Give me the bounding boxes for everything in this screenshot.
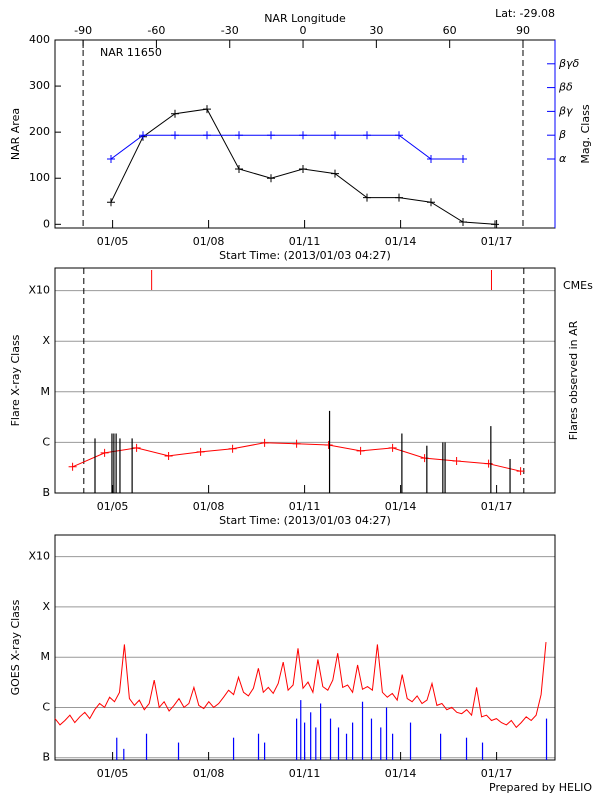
point-marker <box>100 448 109 457</box>
point-marker <box>427 154 435 163</box>
y2-tick-label: βγδ <box>558 57 580 70</box>
point-marker <box>388 443 397 452</box>
point-marker <box>196 447 205 456</box>
point-marker <box>235 165 243 174</box>
point-marker <box>267 174 275 183</box>
x-axis-label: Start Time: (2013/01/03 04:27) <box>219 514 391 527</box>
point-marker <box>299 131 307 140</box>
point-marker <box>324 440 333 449</box>
point-marker <box>363 193 371 202</box>
cme-label: CMEs <box>563 279 593 292</box>
point-marker <box>203 105 211 114</box>
x-tick-label: 01/11 <box>289 235 321 248</box>
point-marker <box>331 131 339 140</box>
y-tick-label: X <box>42 600 50 613</box>
y2-tick-label: β <box>558 128 566 141</box>
x2-tick-label: 60 <box>443 24 457 37</box>
point-marker <box>132 443 141 452</box>
y-tick-label: M <box>41 385 51 398</box>
plot-frame <box>54 267 556 494</box>
x2-tick-label: -30 <box>221 24 239 37</box>
y-tick-label: B <box>42 486 50 499</box>
y-tick-label: X10 <box>28 550 50 563</box>
x-tick-label: 01/05 <box>97 767 129 780</box>
point-marker <box>395 193 403 202</box>
y-tick-label: 300 <box>29 79 50 92</box>
y-tick-label: X10 <box>28 284 50 297</box>
point-marker <box>491 220 499 229</box>
x-tick-label: 01/11 <box>289 767 321 780</box>
x2-tick-label: 90 <box>516 24 530 37</box>
x-tick-label: 01/17 <box>481 767 513 780</box>
x2-axis-label: NAR Longitude <box>264 12 346 25</box>
point-marker <box>459 218 467 227</box>
point-marker <box>363 131 371 140</box>
point-marker <box>235 131 243 140</box>
x-tick-label: 01/08 <box>193 500 225 513</box>
x-tick-label: 01/05 <box>97 235 129 248</box>
point-marker <box>299 165 307 174</box>
plot-frame <box>54 39 556 229</box>
y-tick-label: B <box>42 751 50 764</box>
point-marker <box>331 169 339 178</box>
y-axis-label: GOES X-ray Class <box>9 599 22 695</box>
point-marker <box>68 462 77 471</box>
y2-tick-label: α <box>559 152 567 165</box>
point-marker <box>228 444 237 453</box>
x2-tick-label: 30 <box>369 24 383 37</box>
y-tick-label: 100 <box>29 171 50 184</box>
point-marker <box>139 131 147 140</box>
point-marker <box>203 131 211 140</box>
point-marker <box>452 456 461 465</box>
y-tick-label: M <box>41 650 51 663</box>
point-marker <box>171 131 179 140</box>
chart-title: NAR 11650 <box>100 46 162 59</box>
x-tick-label: 01/08 <box>193 235 225 248</box>
point-marker <box>171 109 179 118</box>
point-marker <box>356 446 365 455</box>
series-line <box>54 642 547 729</box>
footer: Prepared by HELIO <box>489 781 592 794</box>
point-marker <box>267 131 275 140</box>
point-marker <box>427 198 435 207</box>
y-tick-label: 0 <box>43 217 50 230</box>
y-tick-label: 400 <box>29 33 50 46</box>
point-marker <box>395 131 403 140</box>
x-tick-label: 01/05 <box>97 500 129 513</box>
x-tick-label: 01/14 <box>385 235 417 248</box>
point-marker <box>164 451 173 460</box>
y-tick-label: C <box>42 700 50 713</box>
x2-tick-label: -60 <box>147 24 165 37</box>
y-tick-label: X <box>42 334 50 347</box>
y-tick-label: C <box>42 435 50 448</box>
y-axis-label: NAR Area <box>9 108 22 160</box>
x-tick-label: 01/14 <box>385 767 417 780</box>
x-tick-label: 01/08 <box>193 767 225 780</box>
x2-tick-label: 0 <box>300 24 307 37</box>
y-tick-label: 200 <box>29 125 50 138</box>
point-marker <box>516 467 525 476</box>
y-axis-label: Flare X-ray Class <box>9 334 22 426</box>
x-tick-label: 01/17 <box>481 235 513 248</box>
x-tick-label: 01/14 <box>385 500 417 513</box>
x-tick-label: 01/11 <box>289 500 321 513</box>
y2-axis-label: Flares observed in AR <box>567 320 580 440</box>
y2-axis-label: Mag. Class <box>579 104 592 163</box>
series-line <box>110 134 463 160</box>
y2-tick-label: βδ <box>558 81 573 94</box>
x-axis-label: Start Time: (2013/01/03 04:27) <box>219 249 391 262</box>
point-marker <box>260 438 269 447</box>
point-marker <box>459 154 467 163</box>
latitude-annotation: Lat: -29.08 <box>495 7 555 20</box>
point-marker <box>292 439 301 448</box>
y2-tick-label: βγ <box>558 104 573 117</box>
point-marker <box>107 198 115 207</box>
x-tick-label: 01/17 <box>481 500 513 513</box>
point-marker <box>107 154 115 163</box>
x2-tick-label: -90 <box>74 24 92 37</box>
